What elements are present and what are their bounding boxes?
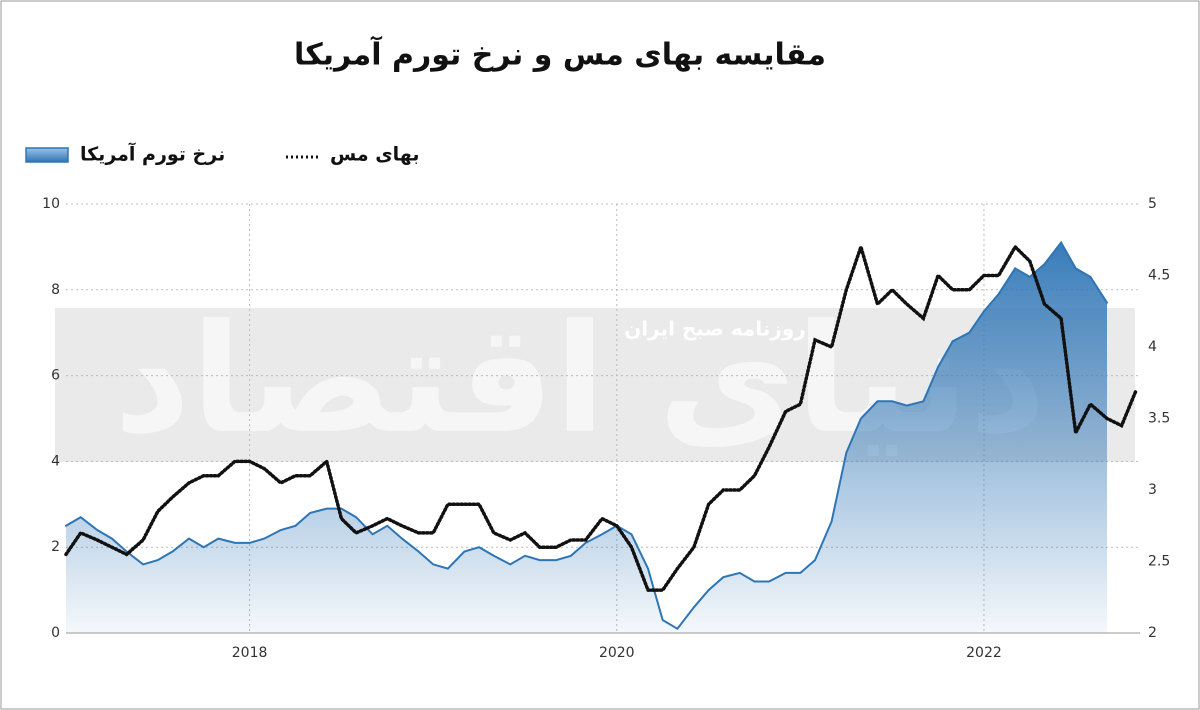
x-tick-label: 2022 xyxy=(966,645,1002,661)
line xyxy=(64,241,1139,592)
y2-tick-label: 2 xyxy=(1148,625,1157,641)
legend-label: بهای مس xyxy=(330,144,419,166)
y-tick-label: 2 xyxy=(51,539,60,555)
x-tick-label: 2018 xyxy=(232,645,268,661)
y-tick-label: 0 xyxy=(51,625,60,641)
chart-title: مقایسه بهای مس و نرخ تورم آمریکا xyxy=(294,36,826,73)
y-tick-label: 6 xyxy=(51,368,60,384)
y2-tick-label: 4 xyxy=(1148,339,1157,355)
y-tick-label: 8 xyxy=(51,282,60,298)
y2-tick-label: 4.5 xyxy=(1148,268,1170,284)
y2-tick-label: 3 xyxy=(1148,482,1157,498)
y-tick-label: 4 xyxy=(51,453,60,469)
watermark-subtitle: روزنامه صبح ایران xyxy=(624,317,806,341)
line xyxy=(65,240,1108,631)
legend-swatch xyxy=(25,147,69,163)
y2-tick-label: 2.5 xyxy=(1148,554,1170,570)
x-tick-label: 2020 xyxy=(599,645,635,661)
y-tick-label: 10 xyxy=(42,196,60,212)
area xyxy=(66,242,1107,633)
legend-label: نرخ تورم آمریکا xyxy=(80,142,225,166)
y2-tick-label: 5 xyxy=(1148,196,1157,212)
y2-tick-label: 3.5 xyxy=(1148,411,1170,427)
legend: نرخ تورم آمریکا بهای مس xyxy=(25,142,419,166)
